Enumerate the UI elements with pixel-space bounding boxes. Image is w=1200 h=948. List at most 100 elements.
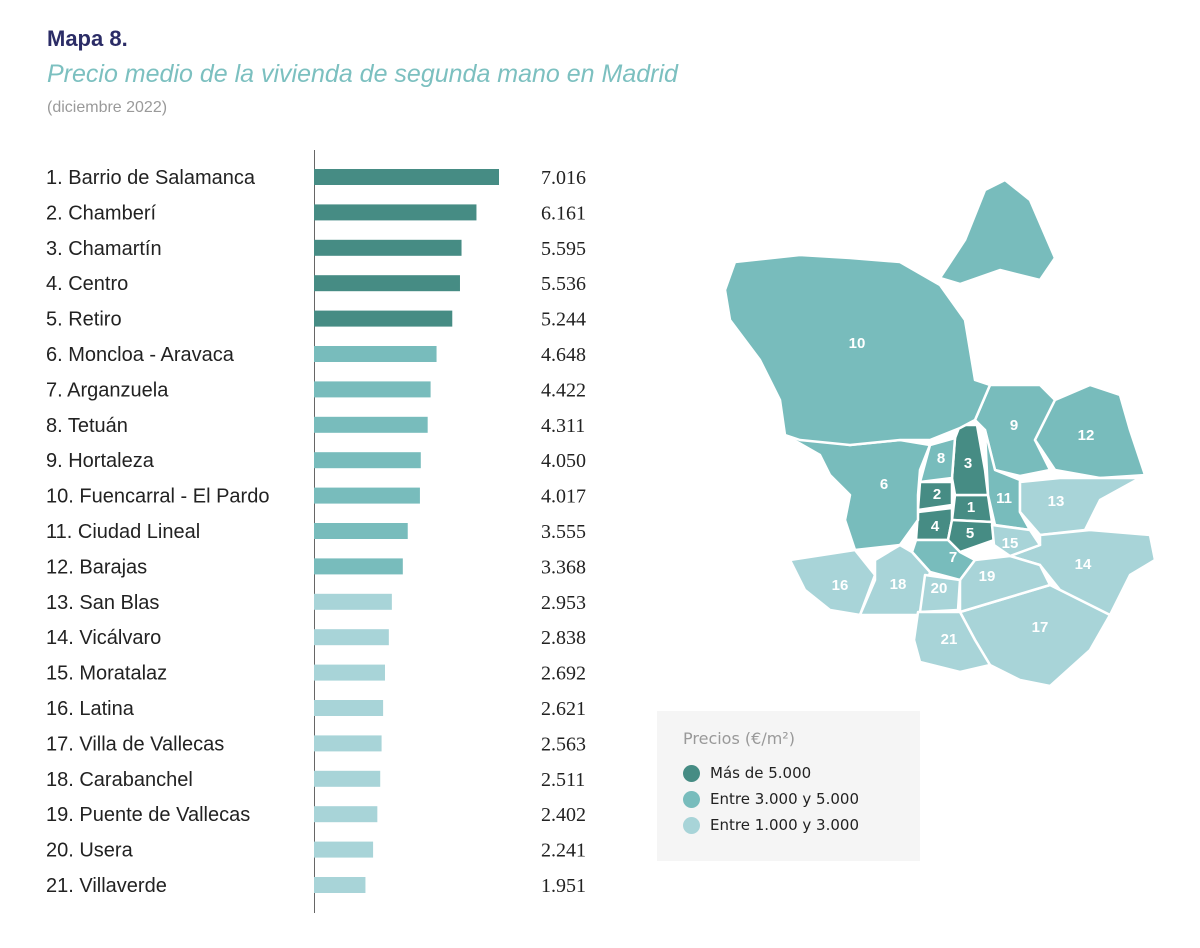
category-label: 9. Hortaleza (46, 450, 155, 472)
category-label: 4. Centro (46, 273, 128, 295)
bar (314, 346, 437, 362)
category-label: 21. Villaverde (46, 875, 167, 897)
legend-item-mid: Entre 3.000 y 5.000 (683, 790, 859, 808)
district-label: 1 (967, 499, 975, 516)
value-label: 2.953 (541, 592, 586, 614)
district-10 (723, 253, 992, 447)
category-label: 7. Arganzuela (46, 379, 169, 401)
bar (314, 204, 477, 221)
district-13 (1018, 476, 1142, 537)
bar (314, 593, 392, 610)
district-6 (783, 433, 932, 552)
category-label: 10. Fuencarral - El Pardo (46, 486, 269, 508)
bar (314, 310, 453, 327)
chart-title: Precio medio de la vivienda de segunda m… (47, 60, 678, 88)
category-label: 2. Chamberí (46, 202, 156, 224)
legend-label: Entre 3.000 y 5.000 (710, 790, 859, 808)
district-label: 9 (1010, 417, 1018, 434)
bar (314, 487, 420, 504)
district-label: 13 (1048, 493, 1065, 510)
bar (314, 169, 499, 185)
map-number: Mapa 8. (47, 26, 128, 51)
legend-label: Entre 1.000 y 3.000 (710, 816, 859, 834)
category-label: 15. Moratalaz (46, 663, 167, 685)
district-label: 18 (890, 576, 907, 593)
district-12 (1033, 383, 1147, 480)
district-label: 17 (1032, 619, 1049, 636)
value-label: 5.244 (541, 309, 586, 331)
category-label: 13. San Blas (46, 592, 159, 614)
value-label: 2.621 (541, 698, 586, 720)
category-label: 19. Puente de Vallecas (46, 804, 250, 826)
district-label: 16 (832, 577, 849, 594)
legend-swatch (683, 764, 700, 782)
legend-item-low: Entre 1.000 y 3.000 (683, 816, 859, 834)
district-label: 21 (941, 631, 958, 648)
bar (314, 700, 384, 716)
district-label: 8 (937, 450, 945, 467)
district-label: 3 (964, 455, 972, 472)
bar (314, 841, 374, 858)
legend-title: Precios (€/m²) (683, 729, 795, 748)
district-8 (918, 436, 957, 484)
district-label: 11 (996, 490, 1012, 507)
legend: Precios (€/m²) Más de 5.000 Entre 3.000 … (657, 711, 920, 861)
legend-swatch (683, 816, 700, 834)
value-label: 5.595 (541, 238, 586, 260)
district-label: 7 (949, 549, 957, 566)
value-label: 2.563 (541, 733, 586, 755)
value-label: 4.017 (541, 486, 586, 508)
category-label: 12. Barajas (46, 556, 147, 578)
category-label: 5. Retiro (46, 309, 122, 331)
district-label: 4 (931, 518, 940, 535)
category-label: 6. Moncloa - Aravaca (46, 344, 235, 366)
legend-swatch (683, 790, 700, 808)
district-label: 12 (1078, 427, 1095, 444)
value-label: 2.511 (541, 769, 585, 791)
district-label: 5 (966, 525, 974, 542)
district-label: 19 (979, 568, 996, 585)
legend-item-high: Más de 5.000 (683, 764, 811, 782)
bar (314, 735, 382, 752)
value-label: 4.311 (541, 415, 585, 437)
bar (314, 664, 385, 681)
value-label: 2.241 (541, 840, 586, 862)
district-15 (990, 523, 1042, 558)
value-label: 4.648 (541, 344, 586, 366)
district-10 (938, 178, 1057, 286)
category-label: 17. Villa de Vallecas (46, 733, 224, 755)
chart-subtitle: (diciembre 2022) (47, 99, 168, 116)
value-label: 2.402 (541, 804, 586, 826)
value-label: 5.536 (541, 273, 586, 295)
district-20 (918, 573, 962, 614)
district-label: 6 (880, 476, 888, 493)
category-label: 20. Usera (46, 840, 134, 862)
bar (314, 877, 366, 893)
district-21 (912, 610, 992, 674)
category-label: 3. Chamartín (46, 238, 162, 260)
category-label: 16. Latina (46, 698, 135, 720)
value-label: 1.951 (541, 875, 586, 897)
legend-label: Más de 5.000 (710, 764, 812, 782)
district-label: 15 (1002, 535, 1019, 552)
district-label: 2 (933, 486, 941, 503)
category-label: 14. Vicálvaro (46, 627, 161, 649)
value-label: 3.368 (541, 556, 586, 578)
bar (314, 381, 431, 398)
value-label: 2.838 (541, 627, 586, 649)
category-label: 11. Ciudad Lineal (46, 521, 200, 543)
bar (314, 239, 462, 256)
value-label: 6.161 (541, 202, 586, 224)
bar (314, 558, 403, 575)
district-label: 10 (849, 335, 866, 352)
district-label: 14 (1075, 556, 1092, 573)
value-label: 4.422 (541, 379, 586, 401)
bar (314, 770, 381, 787)
bar (314, 523, 408, 539)
bar (314, 806, 378, 823)
bar (314, 452, 421, 469)
bar (314, 629, 389, 646)
category-label: 1. Barrio de Salamanca (46, 167, 256, 189)
